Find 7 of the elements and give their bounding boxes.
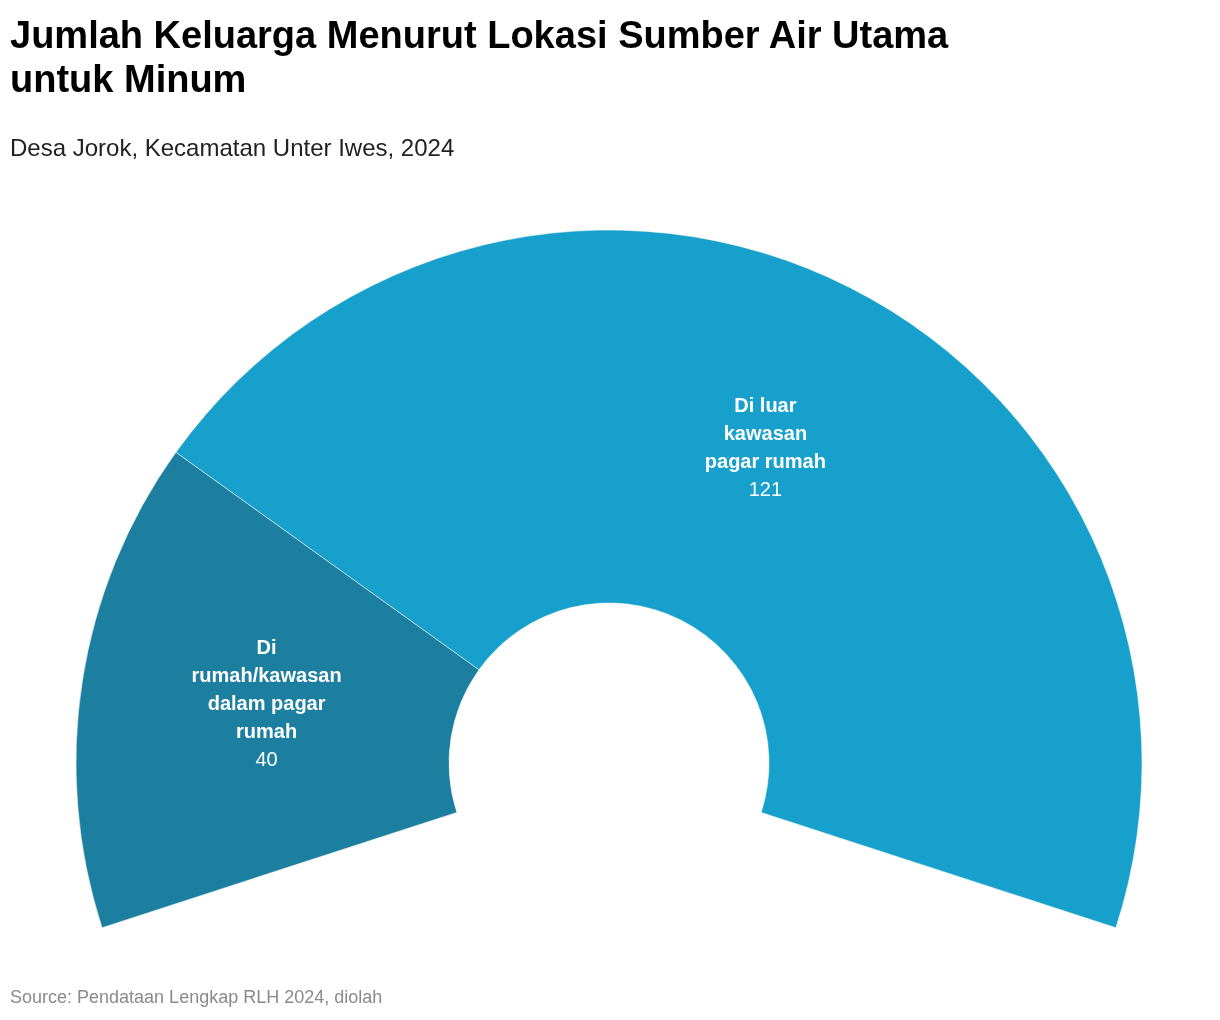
slice-label: Di rumah/kawasan dalam pagar rumah (191, 635, 342, 742)
data-label: 121 (748, 477, 783, 500)
slice-label: Di luar kawasan pagar rumah (704, 393, 826, 472)
chart-subtitle: Desa Jorok, Kecamatan Unter Iwes, 2024 (10, 134, 455, 161)
chart-title: Jumlah Keluarga Menurut Lokasi Sumber Air Utama untuk Minum (10, 14, 950, 100)
data-label: 40 (255, 747, 278, 770)
source-note: Source: Pendataan Lengkap RLH 2024, diolah (10, 987, 383, 1007)
